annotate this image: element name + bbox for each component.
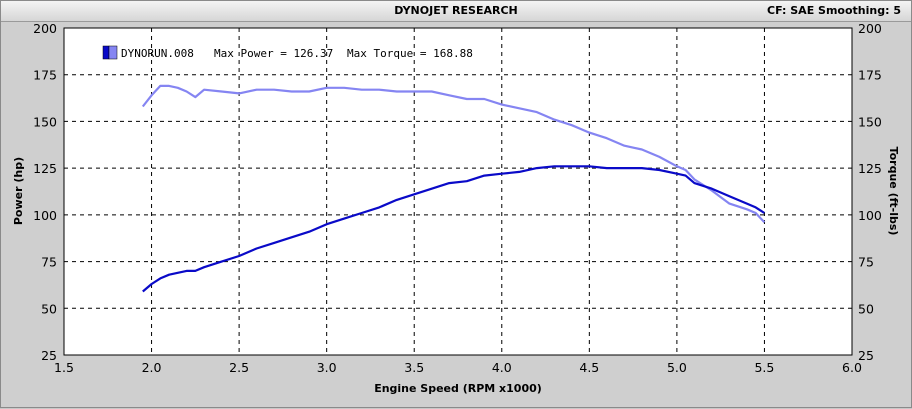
x-axis-ticks: 1.5 2.0 2.5 3.0 3.5 4.0 4.5 5.0 5.5 6.0 <box>54 360 862 375</box>
y-tick-label-left: 175 <box>33 68 57 83</box>
x-tick-label: 4.5 <box>579 360 599 375</box>
y-tick-label-right: 75 <box>858 255 874 270</box>
y-tick-label-right: 25 <box>858 348 874 363</box>
plot-area <box>63 27 853 356</box>
x-tick-label: 2.0 <box>142 360 162 375</box>
settings-readout: CF: SAE Smoothing: 5 <box>767 4 901 17</box>
legend-run-name: DYNORUN.008 <box>121 47 194 60</box>
title-bar: DYNOJET RESEARCH CF: SAE Smoothing: 5 <box>1 1 911 22</box>
y-tick-label-right: 100 <box>858 208 882 223</box>
right-axis-ticks: 25 50 75 100 125 150 175 200 <box>858 21 882 363</box>
legend-swatch-torque <box>108 45 118 60</box>
y-tick-label-right: 200 <box>858 21 882 36</box>
y-axis-title-left: Power (hp) <box>12 157 25 225</box>
grid-lines <box>64 28 852 355</box>
x-tick-label: 4.0 <box>492 360 512 375</box>
x-tick-label: 5.0 <box>667 360 687 375</box>
legend-max-power: Max Power = 126.37 <box>214 47 333 60</box>
y-tick-label-left: 125 <box>33 161 57 176</box>
legend: DYNORUN.008 Max Power = 126.37 Max Torqu… <box>102 45 473 60</box>
y-axis-title-right: Torque (ft-lbs) <box>887 147 900 236</box>
y-tick-label-right: 150 <box>858 114 882 129</box>
y-tick-label-left: 50 <box>41 301 57 316</box>
legend-swatch-power <box>102 45 110 60</box>
x-tick-label: 5.5 <box>754 360 774 375</box>
series-line-power <box>142 165 765 293</box>
x-tick-label: 3.0 <box>317 360 337 375</box>
y-tick-label-left: 200 <box>33 21 57 36</box>
left-axis-ticks: 25 50 75 100 125 150 175 200 <box>33 21 57 363</box>
y-tick-label-left: 150 <box>33 114 57 129</box>
y-tick-label-right: 175 <box>858 68 882 83</box>
x-tick-label: 1.5 <box>54 360 74 375</box>
window-title: DYNOJET RESEARCH <box>394 4 518 17</box>
y-tick-label-left: 75 <box>41 255 57 270</box>
x-tick-label: 3.5 <box>404 360 424 375</box>
y-tick-label-left: 100 <box>33 208 57 223</box>
series-line-torque <box>141 84 766 224</box>
legend-max-torque: Max Torque = 168.88 <box>347 47 473 60</box>
x-tick-label: 2.5 <box>229 360 249 375</box>
x-tick-label: 6.0 <box>842 360 862 375</box>
y-tick-label-left: 25 <box>41 348 57 363</box>
y-tick-label-right: 50 <box>858 301 874 316</box>
series-lines <box>141 84 766 293</box>
x-axis-title: Engine Speed (RPM x1000) <box>374 382 542 395</box>
y-tick-label-right: 125 <box>858 161 882 176</box>
